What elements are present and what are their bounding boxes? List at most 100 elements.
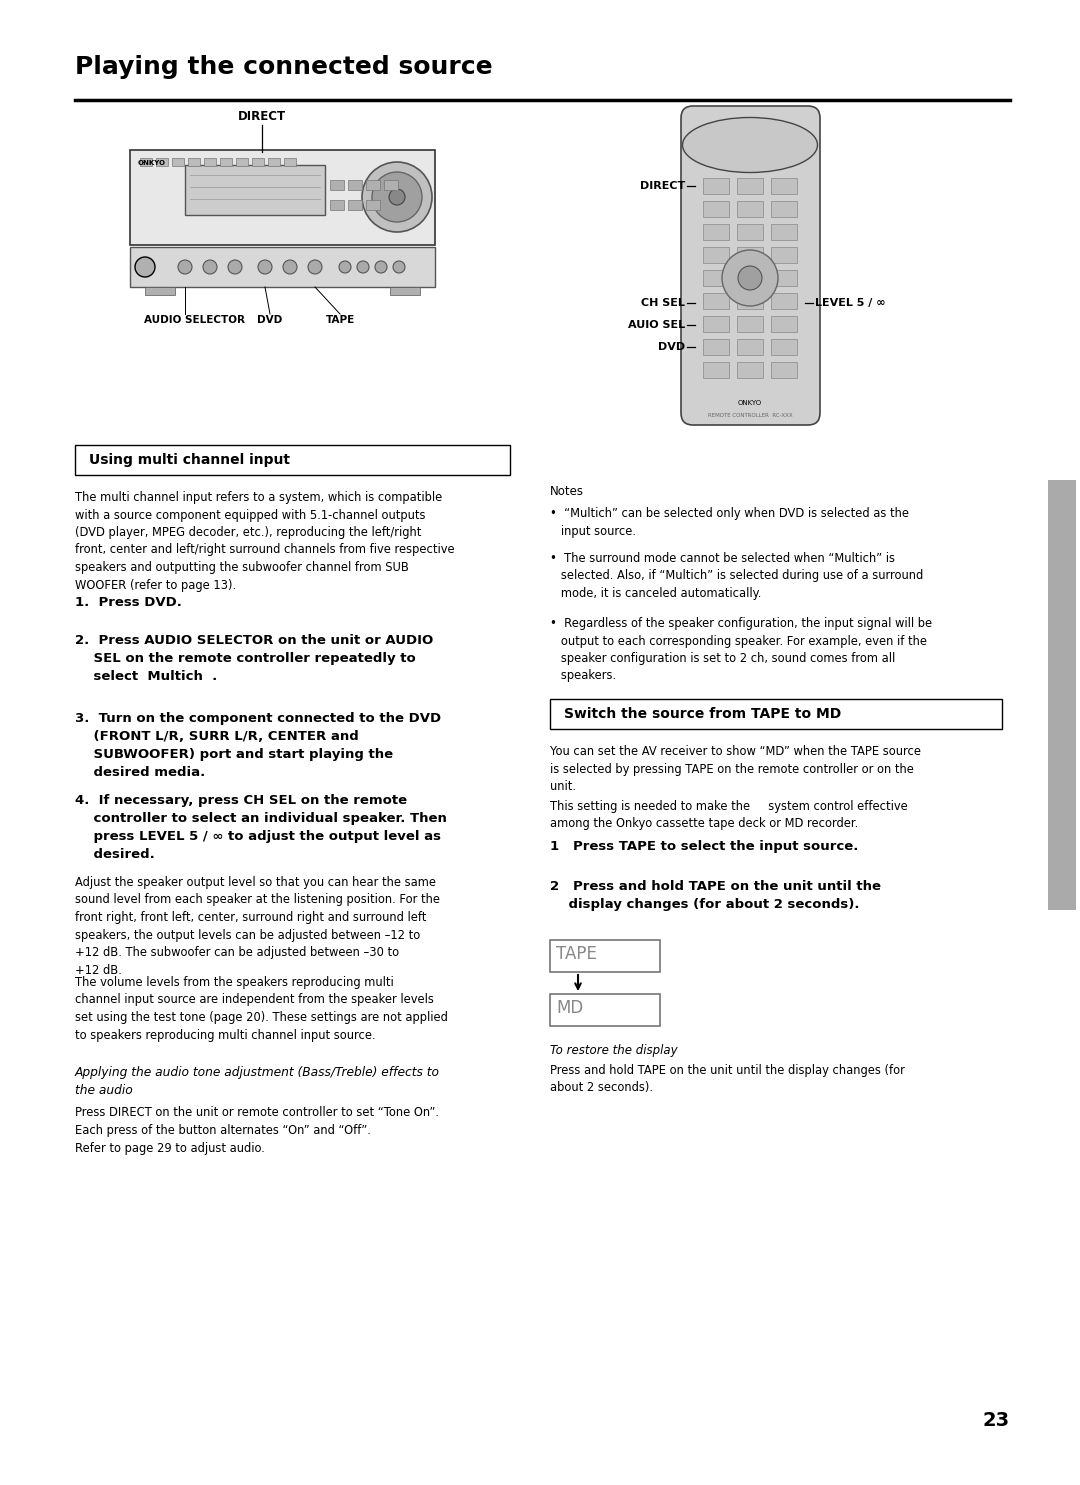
Circle shape xyxy=(308,260,322,275)
Bar xyxy=(737,178,762,195)
Text: AUIO SEL: AUIO SEL xyxy=(627,319,685,330)
Text: Press and hold TAPE on the unit until the display changes (for
about 2 seconds).: Press and hold TAPE on the unit until th… xyxy=(550,1063,905,1094)
Bar xyxy=(185,165,325,215)
Bar xyxy=(330,200,345,209)
Bar xyxy=(130,247,435,287)
FancyBboxPatch shape xyxy=(681,105,820,425)
Text: Each press of the button alternates “On” and “Off”.: Each press of the button alternates “On”… xyxy=(75,1124,370,1138)
Text: Using multi channel input: Using multi channel input xyxy=(89,453,291,466)
Text: Switch the source from TAPE to MD: Switch the source from TAPE to MD xyxy=(564,707,841,722)
Bar xyxy=(220,157,232,166)
Bar xyxy=(703,178,729,195)
Bar xyxy=(366,200,380,209)
Bar xyxy=(268,157,280,166)
Text: Applying the audio tone adjustment (Bass/Treble) effects to
the audio: Applying the audio tone adjustment (Bass… xyxy=(75,1066,440,1097)
Circle shape xyxy=(258,260,272,275)
Bar xyxy=(737,247,762,263)
Circle shape xyxy=(393,261,405,273)
Bar xyxy=(188,157,200,166)
Bar xyxy=(771,316,797,333)
Text: Playing the connected source: Playing the connected source xyxy=(75,55,492,79)
Text: 4.  If necessary, press CH SEL on the remote
    controller to select an individ: 4. If necessary, press CH SEL on the rem… xyxy=(75,794,447,861)
Circle shape xyxy=(723,249,778,306)
Circle shape xyxy=(738,266,762,290)
Bar xyxy=(237,157,248,166)
Circle shape xyxy=(178,260,192,275)
Bar xyxy=(771,270,797,287)
Bar xyxy=(284,157,296,166)
Bar xyxy=(703,339,729,355)
Bar xyxy=(771,247,797,263)
Bar xyxy=(204,157,216,166)
Bar xyxy=(771,293,797,309)
Bar xyxy=(703,270,729,287)
Text: 1.  Press DVD.: 1. Press DVD. xyxy=(75,595,181,609)
Circle shape xyxy=(362,162,432,232)
Circle shape xyxy=(389,189,405,205)
Bar xyxy=(75,446,510,475)
Text: 2.  Press AUDIO SELECTOR on the unit or AUDIO
    SEL on the remote controller r: 2. Press AUDIO SELECTOR on the unit or A… xyxy=(75,634,433,683)
Text: AUDIO SELECTOR: AUDIO SELECTOR xyxy=(145,315,245,325)
Bar xyxy=(550,993,660,1026)
Text: 1   Press TAPE to select the input source.: 1 Press TAPE to select the input source. xyxy=(550,841,859,852)
Bar xyxy=(1048,480,1076,910)
Text: Refer to page 29 to adjust audio.: Refer to page 29 to adjust audio. xyxy=(75,1142,265,1155)
Bar xyxy=(384,180,399,190)
Circle shape xyxy=(357,261,369,273)
Text: •  “Multich” can be selected only when DVD is selected as the
   input source.: • “Multich” can be selected only when DV… xyxy=(550,506,909,538)
Bar xyxy=(771,224,797,241)
Text: To restore the display: To restore the display xyxy=(550,1044,677,1057)
Text: •  Regardless of the speaker configuration, the input signal will be
   output t: • Regardless of the speaker configuratio… xyxy=(550,616,932,683)
Text: The multi channel input refers to a system, which is compatible
with a source co: The multi channel input refers to a syst… xyxy=(75,492,455,591)
Text: Press DIRECT on the unit or remote controller to set “Tone On”.: Press DIRECT on the unit or remote contr… xyxy=(75,1106,438,1120)
Text: The volume levels from the speakers reproducing multi
channel input source are i: The volume levels from the speakers repr… xyxy=(75,976,448,1041)
Ellipse shape xyxy=(683,117,818,172)
Text: LEVEL 5 / ∞: LEVEL 5 / ∞ xyxy=(815,298,886,307)
Text: DIRECT: DIRECT xyxy=(639,181,685,192)
Bar xyxy=(737,339,762,355)
Bar xyxy=(737,293,762,309)
Text: ONKYO: ONKYO xyxy=(138,160,166,166)
Text: TAPE: TAPE xyxy=(325,315,354,325)
Bar xyxy=(703,362,729,379)
Bar xyxy=(737,316,762,333)
Bar xyxy=(172,157,184,166)
Text: CH SEL: CH SEL xyxy=(642,298,685,307)
Bar xyxy=(348,180,362,190)
Bar xyxy=(703,316,729,333)
Text: DVD: DVD xyxy=(257,315,283,325)
Bar xyxy=(771,200,797,217)
Bar xyxy=(771,362,797,379)
Text: Adjust the speaker output level so that you can hear the same
sound level from e: Adjust the speaker output level so that … xyxy=(75,876,440,977)
Bar xyxy=(140,157,152,166)
Bar xyxy=(771,178,797,195)
Text: 3.  Turn on the component connected to the DVD
    (FRONT L/R, SURR L/R, CENTER : 3. Turn on the component connected to th… xyxy=(75,711,441,780)
Circle shape xyxy=(375,261,387,273)
Text: •  The surround mode cannot be selected when “Multich” is
   selected. Also, if : • The surround mode cannot be selected w… xyxy=(550,552,923,600)
Bar xyxy=(145,287,175,296)
Bar xyxy=(130,150,435,245)
Bar xyxy=(366,180,380,190)
Text: DIRECT: DIRECT xyxy=(238,110,286,123)
Bar xyxy=(550,940,660,973)
Bar xyxy=(737,224,762,241)
Circle shape xyxy=(372,172,422,221)
Bar xyxy=(390,287,420,296)
Bar xyxy=(703,293,729,309)
Bar xyxy=(771,339,797,355)
Text: Notes: Notes xyxy=(550,486,584,497)
Text: 2   Press and hold TAPE on the unit until the
    display changes (for about 2 s: 2 Press and hold TAPE on the unit until … xyxy=(550,881,881,910)
Text: ONKYO: ONKYO xyxy=(738,399,762,405)
Bar xyxy=(703,200,729,217)
Bar xyxy=(252,157,264,166)
Bar xyxy=(330,180,345,190)
Bar xyxy=(348,200,362,209)
Circle shape xyxy=(135,257,156,278)
Text: 23: 23 xyxy=(983,1411,1010,1430)
Circle shape xyxy=(203,260,217,275)
Bar xyxy=(737,362,762,379)
Circle shape xyxy=(283,260,297,275)
Text: DVD: DVD xyxy=(658,342,685,352)
Text: This setting is needed to make the     system control effective
among the Onkyo : This setting is needed to make the syste… xyxy=(550,800,908,830)
Text: You can set the AV receiver to show “MD” when the TAPE source
is selected by pre: You can set the AV receiver to show “MD”… xyxy=(550,745,921,793)
